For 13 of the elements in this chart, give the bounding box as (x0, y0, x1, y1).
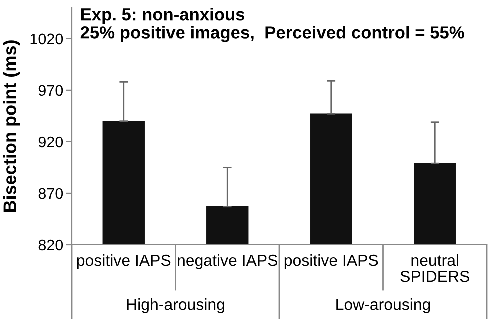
x-tick-label: positive IAPS (77, 254, 171, 270)
y-tick-label: 1020 (30, 34, 64, 45)
x-tick-label: negative IAPS (178, 254, 278, 270)
text: Low-arousing (336, 298, 430, 314)
y-tick-label: 970 (38, 85, 64, 96)
x-tick-label: positive IAPS (284, 254, 378, 270)
y-axis-title: Bisection point (ms) (3, 40, 20, 212)
y-tick-label: 820 (38, 240, 64, 251)
x-tick-label: neutral SPIDERS (400, 254, 470, 282)
text: High-arousing (127, 298, 224, 314)
y-tick-label: 920 (38, 136, 64, 148)
y-tick-label: 870 (38, 188, 64, 200)
chart-title: Exp. 5: non-anxious 25% positive images, Perceived control = 55% (80, 8, 464, 42)
